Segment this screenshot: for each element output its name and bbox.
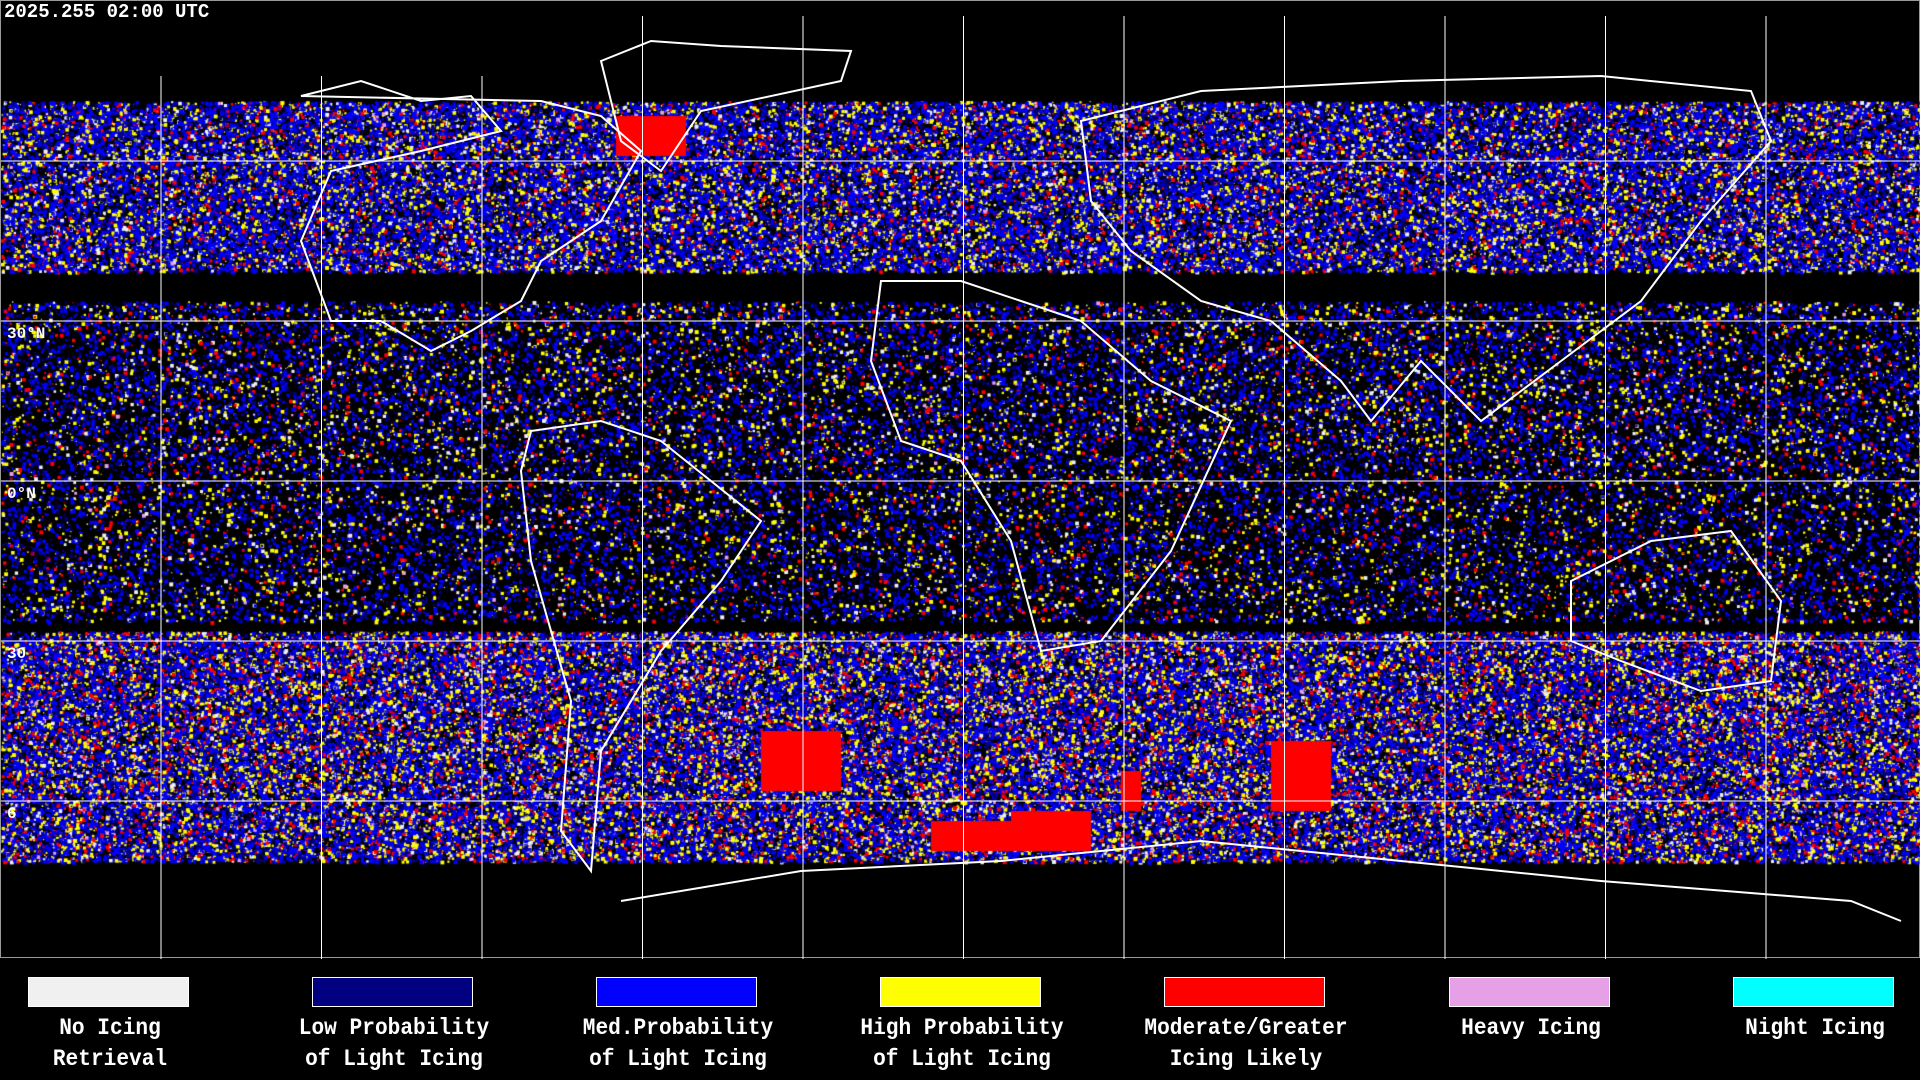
legend-swatch bbox=[880, 977, 1041, 1007]
legend-item: Low Probability of Light Icing bbox=[298, 977, 489, 1072]
legend-swatch bbox=[1733, 977, 1894, 1007]
legend-item: Heavy Icing bbox=[1449, 977, 1612, 1041]
icing-map: 2025.255 02:00 UTC 30°N 0°N 30 6 bbox=[0, 0, 1920, 959]
legend-label: No Icing Retrieval bbox=[52, 1015, 167, 1072]
timestamp-title: 2025.255 02:00 UTC bbox=[4, 1, 210, 23]
legend-swatch bbox=[596, 977, 757, 1007]
legend-swatch bbox=[312, 977, 473, 1007]
legend-label: Med.Probability of Light Icing bbox=[582, 1015, 773, 1072]
legend-item: No Icing Retrieval bbox=[28, 977, 191, 1072]
coastlines-and-grid bbox=[1, 16, 1920, 959]
lat-label-0n: 0°N bbox=[7, 485, 36, 503]
legend-label: Night Icing bbox=[1744, 1015, 1885, 1041]
legend-label: Moderate/Greater Icing Likely bbox=[1143, 1015, 1348, 1072]
legend-swatch bbox=[1449, 977, 1610, 1007]
legend-swatch bbox=[28, 977, 189, 1007]
legend-label: High Probability of Light Icing bbox=[859, 1015, 1064, 1072]
legend-label: Heavy Icing bbox=[1460, 1015, 1601, 1041]
lat-label-30s: 30 bbox=[7, 645, 27, 663]
legend-item: Moderate/Greater Icing Likely bbox=[1144, 977, 1347, 1072]
legend-label: Low Probability of Light Icing bbox=[298, 1015, 489, 1072]
legend-item: Med.Probability of Light Icing bbox=[582, 977, 773, 1072]
lat-label-30n: 30°N bbox=[7, 325, 46, 343]
lat-label-60s: 6 bbox=[7, 805, 17, 823]
legend-swatch bbox=[1164, 977, 1325, 1007]
legend-item: High Probability of Light Icing bbox=[860, 977, 1063, 1072]
legend-item: Night Icing bbox=[1733, 977, 1896, 1041]
